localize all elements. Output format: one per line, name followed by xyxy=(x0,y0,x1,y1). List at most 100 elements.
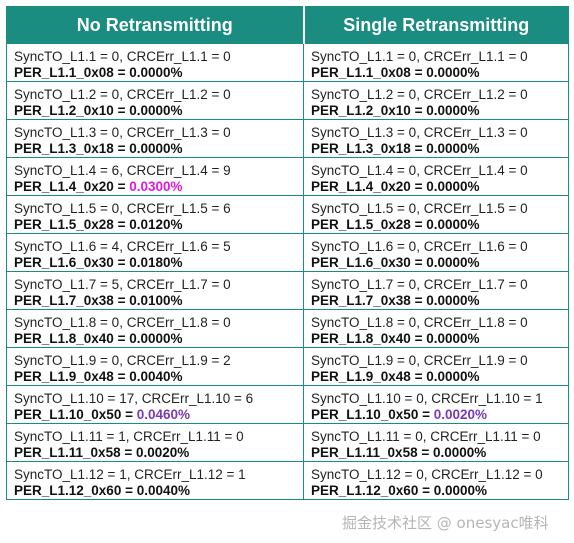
sync-crc-line: SyncTO_L1.1 = 0, CRCErr_L1.1 = 0 xyxy=(311,49,528,64)
single-retransmit-cell: SyncTO_L1.2 = 0, CRCErr_L1.2 = 0 PER_L1.2… xyxy=(303,81,569,120)
per-label: PER_L1.7_0x38 = xyxy=(14,293,130,308)
per-label: PER_L1.1_0x08 = xyxy=(311,65,427,80)
table-row: SyncTO_L1.2 = 0, CRCErr_L1.2 = 0 PER_L1.2… xyxy=(6,81,569,120)
per-label: PER_L1.8_0x40 = xyxy=(311,331,427,346)
per-value: 0.0000% xyxy=(129,331,183,346)
per-line: PER_L1.7_0x38 = 0.0100% xyxy=(14,293,303,309)
retransmit-comparison-table: No Retransmitting Single Retransmitting … xyxy=(6,6,569,500)
sync-crc-line: SyncTO_L1.3 = 0, CRCErr_L1.3 = 0 xyxy=(14,125,231,140)
per-line: PER_L1.9_0x48 = 0.0000% xyxy=(311,369,568,385)
single-retransmit-cell: SyncTO_L1.8 = 0, CRCErr_L1.8 = 0 PER_L1.8… xyxy=(303,309,569,348)
table-row: SyncTO_L1.9 = 0, CRCErr_L1.9 = 2 PER_L1.9… xyxy=(6,347,569,386)
per-line: PER_L1.10_0x50 = 0.0460% xyxy=(14,407,303,423)
single-retransmit-cell: SyncTO_L1.12 = 0, CRCErr_L1.12 = 0 PER_L1… xyxy=(303,461,569,500)
single-retransmit-cell: SyncTO_L1.6 = 0, CRCErr_L1.6 = 0 PER_L1.6… xyxy=(303,233,569,272)
per-line: PER_L1.6_0x30 = 0.0000% xyxy=(311,255,568,271)
per-value: 0.0000% xyxy=(426,331,480,346)
per-line: PER_L1.12_0x60 = 0.0000% xyxy=(311,483,568,499)
sync-crc-line: SyncTO_L1.11 = 1, CRCErr_L1.11 = 0 xyxy=(14,429,244,444)
table-row: SyncTO_L1.10 = 17, CRCErr_L1.10 = 6 PER_L… xyxy=(6,385,569,424)
per-line: PER_L1.8_0x40 = 0.0000% xyxy=(14,331,303,347)
single-retransmit-cell: SyncTO_L1.3 = 0, CRCErr_L1.3 = 0 PER_L1.3… xyxy=(303,119,569,158)
no-retransmit-cell: SyncTO_L1.9 = 0, CRCErr_L1.9 = 2 PER_L1.9… xyxy=(6,347,304,386)
per-label: PER_L1.2_0x10 = xyxy=(311,103,427,118)
no-retransmit-cell: SyncTO_L1.2 = 0, CRCErr_L1.2 = 0 PER_L1.2… xyxy=(6,81,304,120)
table-row: SyncTO_L1.11 = 1, CRCErr_L1.11 = 0 PER_L1… xyxy=(6,423,569,462)
no-retransmit-cell: SyncTO_L1.12 = 1, CRCErr_L1.12 = 1 PER_L1… xyxy=(6,461,304,500)
table-row: SyncTO_L1.1 = 0, CRCErr_L1.1 = 0 PER_L1.1… xyxy=(6,43,569,82)
sync-crc-line: SyncTO_L1.4 = 0, CRCErr_L1.4 = 0 xyxy=(311,163,528,178)
sync-crc-line: SyncTO_L1.7 = 5, CRCErr_L1.7 = 0 xyxy=(14,277,231,292)
sync-crc-line: SyncTO_L1.7 = 0, CRCErr_L1.7 = 0 xyxy=(311,277,528,292)
per-line: PER_L1.3_0x18 = 0.0000% xyxy=(14,141,303,157)
table-row: SyncTO_L1.12 = 1, CRCErr_L1.12 = 1 PER_L1… xyxy=(6,461,569,500)
sync-crc-line: SyncTO_L1.1 = 0, CRCErr_L1.1 = 0 xyxy=(14,49,231,64)
sync-crc-line: SyncTO_L1.9 = 0, CRCErr_L1.9 = 0 xyxy=(311,353,528,368)
per-value: 0.0000% xyxy=(432,445,487,460)
no-retransmit-cell: SyncTO_L1.11 = 1, CRCErr_L1.11 = 0 PER_L1… xyxy=(6,423,304,462)
per-label: PER_L1.4_0x20 = xyxy=(14,179,130,194)
per-label: PER_L1.1_0x08 = xyxy=(14,65,130,80)
table-row: SyncTO_L1.5 = 0, CRCErr_L1.5 = 6 PER_L1.5… xyxy=(6,195,569,234)
per-label: PER_L1.9_0x48 = xyxy=(14,369,130,384)
per-value: 0.0180% xyxy=(129,255,183,270)
per-value: 0.0000% xyxy=(426,369,480,384)
sync-crc-line: SyncTO_L1.6 = 0, CRCErr_L1.6 = 0 xyxy=(311,239,528,254)
per-line: PER_L1.1_0x08 = 0.0000% xyxy=(14,65,303,81)
per-line: PER_L1.4_0x20 = 0.0000% xyxy=(311,179,568,195)
per-label: PER_L1.5_0x28 = xyxy=(311,217,427,232)
table-row: SyncTO_L1.3 = 0, CRCErr_L1.3 = 0 PER_L1.3… xyxy=(6,119,569,158)
per-value: 0.0300% xyxy=(129,179,183,194)
sync-crc-line: SyncTO_L1.12 = 0, CRCErr_L1.12 = 0 xyxy=(311,467,543,482)
per-line: PER_L1.6_0x30 = 0.0180% xyxy=(14,255,303,271)
sync-crc-line: SyncTO_L1.3 = 0, CRCErr_L1.3 = 0 xyxy=(311,125,528,140)
per-value: 0.0040% xyxy=(129,369,183,384)
per-line: PER_L1.8_0x40 = 0.0000% xyxy=(311,331,568,347)
per-value: 0.0000% xyxy=(426,255,480,270)
per-line: PER_L1.1_0x08 = 0.0000% xyxy=(311,65,568,81)
per-value: 0.0000% xyxy=(426,179,480,194)
per-label: PER_L1.11_0x58 = xyxy=(311,445,433,460)
no-retransmit-cell: SyncTO_L1.4 = 6, CRCErr_L1.4 = 9 PER_L1.4… xyxy=(6,157,304,196)
sync-crc-line: SyncTO_L1.2 = 0, CRCErr_L1.2 = 0 xyxy=(14,87,231,102)
per-label: PER_L1.6_0x30 = xyxy=(14,255,130,270)
per-label: PER_L1.7_0x38 = xyxy=(311,293,427,308)
per-value: 0.0000% xyxy=(426,293,480,308)
single-retransmit-cell: SyncTO_L1.11 = 0, CRCErr_L1.11 = 0 PER_L1… xyxy=(303,423,569,462)
no-retransmit-cell: SyncTO_L1.1 = 0, CRCErr_L1.1 = 0 PER_L1.1… xyxy=(6,43,304,82)
per-label: PER_L1.9_0x48 = xyxy=(311,369,427,384)
per-line: PER_L1.10_0x50 = 0.0020% xyxy=(311,407,568,423)
no-retransmit-cell: SyncTO_L1.8 = 0, CRCErr_L1.8 = 0 PER_L1.8… xyxy=(6,309,304,348)
per-line: PER_L1.12_0x60 = 0.0040% xyxy=(14,483,303,499)
sync-crc-line: SyncTO_L1.8 = 0, CRCErr_L1.8 = 0 xyxy=(14,315,231,330)
per-value: 0.0000% xyxy=(129,65,183,80)
table-row: SyncTO_L1.8 = 0, CRCErr_L1.8 = 0 PER_L1.8… xyxy=(6,309,569,348)
sync-crc-line: SyncTO_L1.10 = 17, CRCErr_L1.10 = 6 xyxy=(14,391,254,406)
per-value: 0.0000% xyxy=(129,103,183,118)
no-retransmit-cell: SyncTO_L1.3 = 0, CRCErr_L1.3 = 0 PER_L1.3… xyxy=(6,119,304,158)
per-value: 0.0000% xyxy=(426,103,480,118)
single-retransmit-cell: SyncTO_L1.4 = 0, CRCErr_L1.4 = 0 PER_L1.4… xyxy=(303,157,569,196)
per-value: 0.0000% xyxy=(433,483,488,498)
watermark: 掘金技术社区 @ onesyac唯科 xyxy=(342,514,549,532)
header-no-retransmitting: No Retransmitting xyxy=(6,6,304,44)
table-row: SyncTO_L1.7 = 5, CRCErr_L1.7 = 0 PER_L1.7… xyxy=(6,271,569,310)
sync-crc-line: SyncTO_L1.4 = 6, CRCErr_L1.4 = 9 xyxy=(14,163,231,178)
single-retransmit-cell: SyncTO_L1.5 = 0, CRCErr_L1.5 = 0 PER_L1.5… xyxy=(303,195,569,234)
header-single-retransmitting: Single Retransmitting xyxy=(302,6,569,44)
sync-crc-line: SyncTO_L1.10 = 0, CRCErr_L1.10 = 1 xyxy=(311,391,543,406)
sync-crc-line: SyncTO_L1.9 = 0, CRCErr_L1.9 = 2 xyxy=(14,353,231,368)
sync-crc-line: SyncTO_L1.8 = 0, CRCErr_L1.8 = 0 xyxy=(311,315,528,330)
per-line: PER_L1.11_0x58 = 0.0020% xyxy=(14,445,303,461)
table-row: SyncTO_L1.4 = 6, CRCErr_L1.4 = 9 PER_L1.4… xyxy=(6,157,569,196)
per-value: 0.0000% xyxy=(426,141,480,156)
sync-crc-line: SyncTO_L1.6 = 4, CRCErr_L1.6 = 5 xyxy=(14,239,231,254)
sync-crc-line: SyncTO_L1.5 = 0, CRCErr_L1.5 = 6 xyxy=(14,201,231,216)
single-retransmit-cell: SyncTO_L1.10 = 0, CRCErr_L1.10 = 1 PER_L1… xyxy=(303,385,569,424)
per-line: PER_L1.9_0x48 = 0.0040% xyxy=(14,369,303,385)
per-line: PER_L1.7_0x38 = 0.0000% xyxy=(311,293,568,309)
per-label: PER_L1.12_0x60 = xyxy=(14,483,137,498)
per-label: PER_L1.8_0x40 = xyxy=(14,331,130,346)
per-value: 0.0020% xyxy=(135,445,190,460)
per-line: PER_L1.3_0x18 = 0.0000% xyxy=(311,141,568,157)
